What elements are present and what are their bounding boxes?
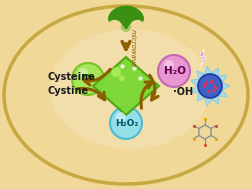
Text: Cysteine: Cysteine [47,72,95,82]
Ellipse shape [50,29,210,149]
FancyArrowPatch shape [78,88,105,100]
Polygon shape [191,66,230,106]
Text: microwave: microwave [130,29,136,68]
Polygon shape [200,49,206,67]
Text: O₂: O₂ [82,74,96,84]
Circle shape [110,107,142,139]
Circle shape [72,63,104,95]
Circle shape [116,112,126,122]
Circle shape [121,22,131,32]
Circle shape [198,74,222,98]
Polygon shape [93,57,159,115]
Ellipse shape [4,6,248,184]
FancyArrowPatch shape [150,75,158,100]
Circle shape [164,60,174,70]
Circle shape [78,68,88,78]
FancyArrowPatch shape [141,82,152,108]
Text: H₂O: H₂O [164,66,186,76]
Text: Cystine: Cystine [47,86,88,96]
Circle shape [111,67,121,77]
Circle shape [158,55,190,87]
FancyArrowPatch shape [84,69,110,85]
Circle shape [119,75,125,81]
Text: H₂O₂: H₂O₂ [115,119,139,128]
Text: ·OH: ·OH [173,87,193,97]
